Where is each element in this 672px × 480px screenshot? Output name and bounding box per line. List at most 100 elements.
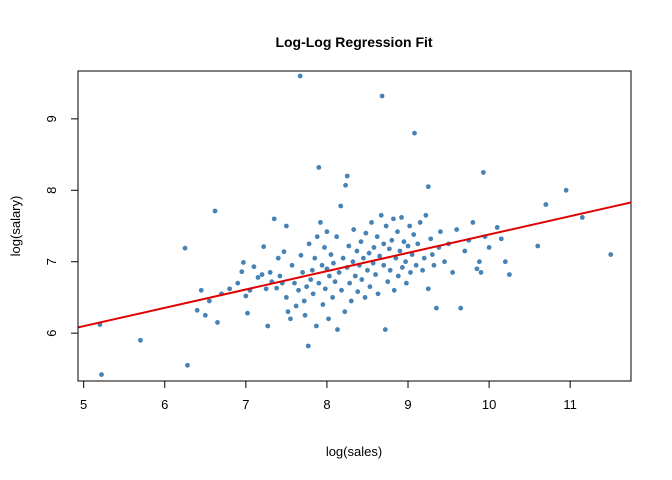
data-point [494, 225, 500, 230]
data-point [243, 293, 249, 299]
data-point [425, 286, 431, 292]
data-point [412, 130, 417, 136]
data-point [421, 255, 427, 261]
data-point [99, 372, 104, 377]
data-point [608, 252, 614, 257]
data-point [331, 260, 336, 266]
data-point [310, 291, 316, 297]
data-point [377, 253, 383, 259]
data-point [393, 255, 399, 261]
data-point [308, 277, 314, 282]
data-point [417, 220, 423, 225]
data-point [438, 229, 443, 235]
x-tick-label: 5 [80, 397, 87, 412]
y-axis: 6 7 8 9 [44, 115, 79, 337]
data-point [255, 275, 261, 280]
data-point [361, 255, 366, 261]
data-point [316, 165, 322, 170]
data-point [458, 305, 464, 311]
data-point [478, 270, 484, 275]
data-point [535, 243, 541, 249]
data-point [362, 295, 368, 300]
data-point [415, 241, 421, 247]
y-tick-label: 7 [44, 258, 59, 265]
data-point [391, 287, 397, 293]
data-point [306, 241, 312, 247]
data-point [450, 270, 456, 275]
data-point [332, 279, 338, 285]
data-point [212, 208, 218, 214]
data-point [399, 215, 404, 220]
data-point [502, 259, 508, 265]
x-tick-label: 10 [482, 397, 496, 412]
data-point [382, 327, 388, 332]
data-point [359, 277, 365, 282]
data-point [429, 252, 435, 257]
data-point [428, 236, 434, 242]
data-point [346, 243, 352, 249]
data-point [454, 227, 460, 232]
data-point [351, 227, 357, 232]
data-point [381, 241, 387, 247]
data-point [385, 279, 391, 285]
data-point [348, 298, 354, 304]
data-point [378, 212, 384, 218]
data-point [366, 250, 372, 256]
data-point [340, 255, 346, 261]
data-point [281, 249, 287, 255]
data-point [302, 312, 308, 318]
data-point [481, 170, 486, 175]
data-point [397, 248, 403, 254]
data-point [367, 284, 373, 290]
data-point [423, 212, 429, 218]
data-point [265, 323, 271, 329]
data-point [300, 270, 306, 275]
data-point [309, 267, 315, 273]
data-point [399, 265, 405, 270]
data-point [358, 239, 364, 245]
x-axis: 5 6 7 8 9 10 11 [80, 380, 577, 412]
data-point [275, 255, 281, 261]
data-point [318, 220, 323, 225]
data-point [335, 327, 340, 332]
data-point [342, 309, 348, 315]
data-point [403, 259, 408, 265]
y-tick-label: 9 [44, 115, 59, 122]
data-point [498, 236, 504, 242]
x-tick-label: 9 [404, 397, 411, 412]
data-point [355, 289, 361, 295]
data-point [381, 262, 387, 268]
data-point [263, 286, 269, 292]
y-tick-label: 8 [44, 187, 59, 194]
chart-title: Log-Log Regression Fit [275, 34, 432, 50]
data-point [241, 260, 246, 265]
data-point [408, 270, 413, 275]
data-point [373, 272, 378, 277]
data-point [314, 234, 320, 240]
data-point [407, 223, 413, 229]
data-point [379, 93, 385, 99]
data-point [239, 269, 245, 275]
data-point [293, 303, 299, 309]
data-point [277, 273, 283, 279]
data-point [206, 298, 212, 304]
data-point [138, 337, 143, 343]
x-axis-label: log(sales) [326, 444, 382, 459]
data-point [194, 307, 200, 313]
data-point [292, 280, 297, 286]
data-point [470, 220, 476, 225]
data-point [334, 234, 340, 240]
data-point [304, 284, 310, 290]
x-tick-label: 11 [563, 397, 577, 412]
data-point [319, 262, 325, 268]
data-point [182, 245, 188, 251]
data-point [395, 229, 400, 235]
data-point [405, 243, 411, 249]
data-point [434, 305, 439, 311]
data-point [344, 173, 350, 179]
data-point [330, 295, 336, 300]
data-point [322, 286, 328, 292]
data-point [395, 273, 401, 279]
points-layer [97, 73, 614, 377]
data-point [543, 202, 549, 207]
